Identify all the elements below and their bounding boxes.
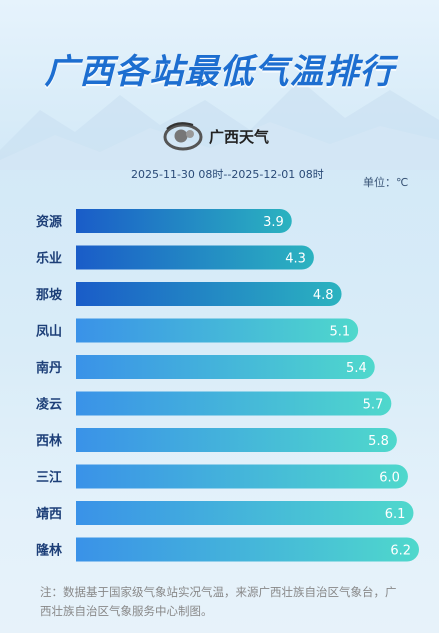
value-label: 6.2: [390, 544, 411, 559]
temperature-bar: [76, 537, 419, 562]
temperature-bar: [76, 501, 414, 525]
temperature-bar: [76, 209, 292, 233]
page-title: 广西各站最低气温排行: [44, 52, 395, 92]
unit-label: 单位：℃: [363, 176, 409, 189]
category-label: 南丹: [36, 360, 62, 376]
category-label: 资源: [36, 214, 62, 230]
value-label: 5.8: [368, 434, 389, 449]
time-range: 2025-11-30 08时--2025-12-01 08时: [131, 168, 324, 181]
temperature-bar: [76, 318, 359, 343]
value-label: 5.7: [363, 398, 384, 413]
temperature-bar: [76, 464, 408, 489]
category-label: 隆林: [36, 543, 62, 559]
logo-text: 广西天气: [209, 127, 270, 146]
category-label: 那坡: [36, 287, 63, 303]
weather-logo: 广西天气: [163, 120, 269, 152]
category-label: 三江: [36, 470, 62, 486]
temperature-bar: [76, 245, 314, 270]
value-label: 5.1: [329, 325, 350, 340]
category-label: 乐业: [36, 251, 62, 267]
footnote: 注：数据基于国家级气象站实况气温，来源广西壮族自治区气象台，广西壮族自治区气象服…: [40, 585, 397, 618]
value-label: 5.4: [346, 361, 367, 376]
category-label: 靖西: [36, 506, 62, 522]
category-label: 凌云: [36, 397, 62, 413]
temperature-bar: [76, 282, 342, 306]
value-label: 6.0: [379, 471, 400, 486]
temperature-bar: [76, 355, 375, 379]
value-label: 6.1: [385, 507, 406, 522]
mountain-background: [0, 80, 439, 170]
category-label: 凤山: [36, 324, 62, 340]
value-label: 4.3: [285, 252, 306, 267]
temperature-bar: [76, 428, 397, 452]
value-label: 4.8: [313, 288, 334, 303]
value-label: 3.9: [263, 215, 284, 230]
temperature-bar: [76, 391, 392, 416]
weather-logo-icon: [163, 122, 203, 151]
category-label: 西林: [36, 433, 62, 449]
